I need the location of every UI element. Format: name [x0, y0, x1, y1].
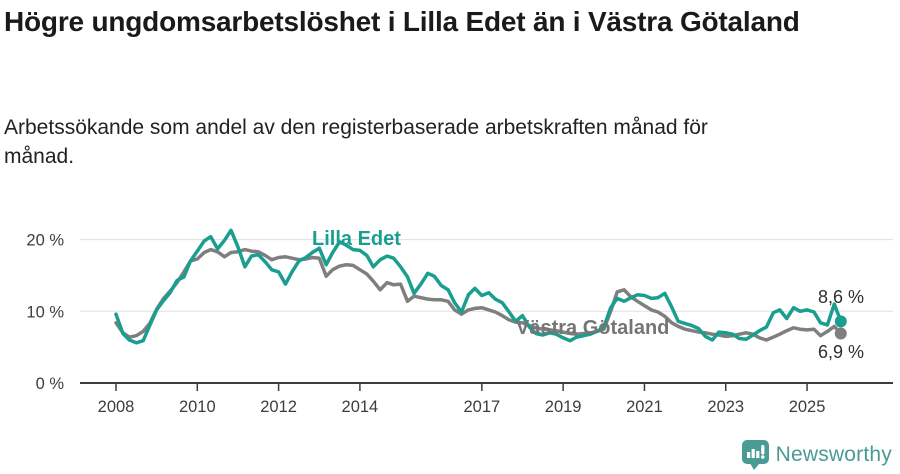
chart-title: Högre ungdomsarbetslöshet i Lilla Edet ä… — [4, 6, 800, 37]
series-label: Lilla Edet — [312, 228, 401, 250]
line-chart: 2008 2010 2012 2014 2017 2019 2021 2023 2025 0 % 1… — [26, 228, 893, 416]
newsworthy-logo-icon — [741, 440, 769, 470]
y-tick-label: 10 % — [26, 303, 64, 321]
x-tick-label: 2014 — [342, 398, 379, 416]
series-line-v-stra-g-taland — [114, 247, 843, 342]
x-tick-label: 2012 — [260, 398, 297, 416]
chart-subtitle: Arbetssökande som andel av den registerb… — [4, 116, 708, 168]
series-label: Västra Götaland — [516, 317, 669, 339]
x-tick-label: 2010 — [179, 398, 216, 416]
end-value-label: 6,9 % — [818, 342, 864, 362]
x-tick-label: 2019 — [545, 398, 582, 416]
chart-area: 2008 2010 2012 2014 2017 2019 2021 2023 2025 0 % 1… — [0, 210, 900, 465]
x-tick-label: 2023 — [707, 398, 744, 416]
series-end-dot-v-stra-g-taland — [834, 327, 847, 340]
x-tick-label: 2021 — [626, 398, 663, 416]
x-tick-label: 2025 — [789, 398, 826, 416]
series-line-lilla-edet — [114, 228, 843, 345]
end-value-label: 8,6 % — [818, 287, 864, 307]
newsworthy-wordmark: Newsworthy — [775, 443, 892, 466]
x-tick-label: 2017 — [463, 398, 500, 416]
newsworthy-branding[interactable]: Newsworthy — [741, 440, 892, 470]
y-tick-label: 20 % — [26, 232, 64, 250]
x-tick-label: 2008 — [98, 398, 135, 416]
y-tick-label: 0 % — [36, 375, 65, 393]
series-end-dot-lilla-edet — [834, 315, 847, 328]
